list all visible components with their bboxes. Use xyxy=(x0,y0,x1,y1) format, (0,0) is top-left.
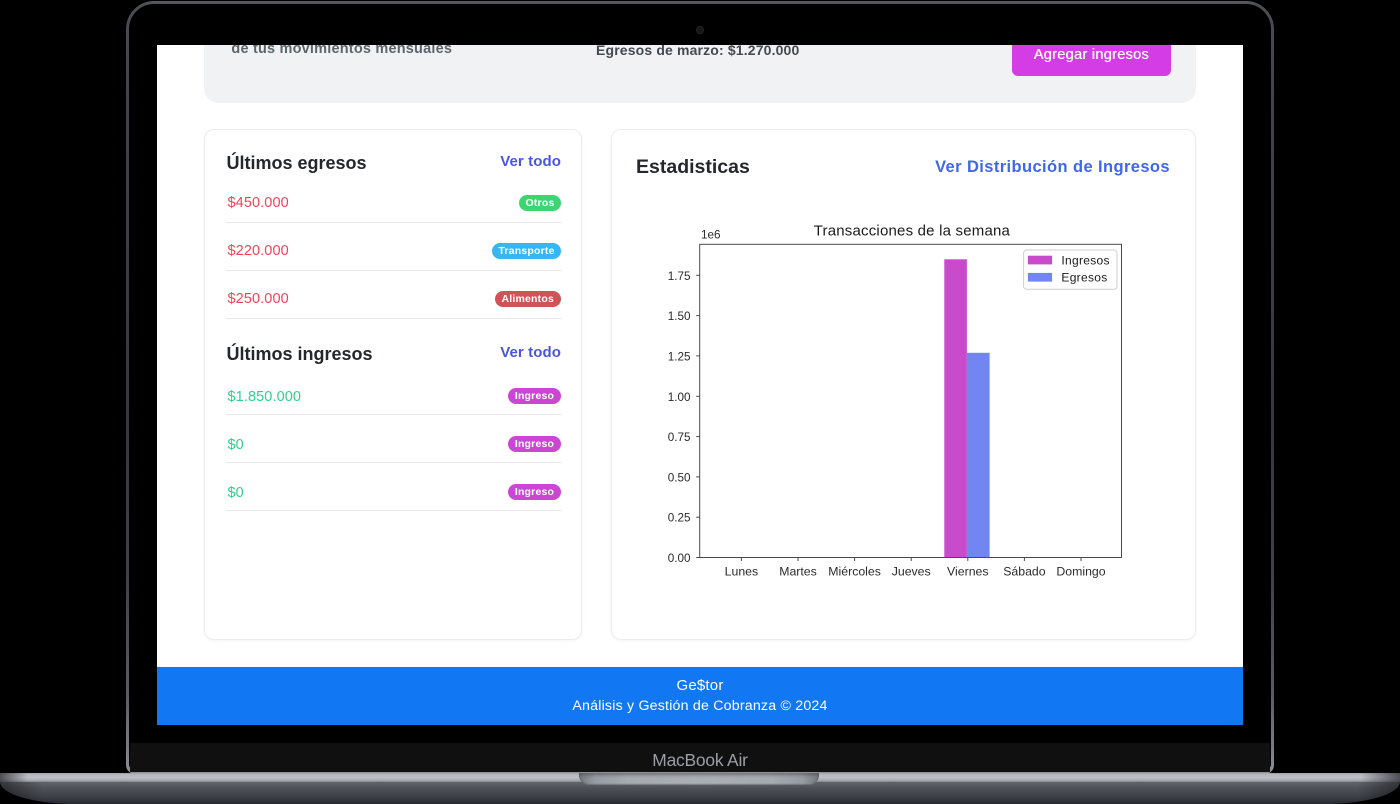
svg-text:Jueves: Jueves xyxy=(892,564,931,578)
svg-text:0.00: 0.00 xyxy=(668,552,691,565)
svg-text:1.75: 1.75 xyxy=(668,270,691,283)
svg-text:0.75: 0.75 xyxy=(668,431,691,444)
svg-text:Sábado: Sábado xyxy=(1003,564,1046,578)
svg-text:0.50: 0.50 xyxy=(668,471,691,484)
svg-text:Domingo: Domingo xyxy=(1056,564,1105,578)
svg-text:Egresos: Egresos xyxy=(1061,271,1107,285)
svg-text:0.25: 0.25 xyxy=(668,512,691,525)
svg-text:1.50: 1.50 xyxy=(668,310,691,323)
svg-text:Lunes: Lunes xyxy=(725,564,759,578)
svg-text:Transacciones de la semana: Transacciones de la semana xyxy=(814,223,1011,240)
svg-text:Viernes: Viernes xyxy=(947,564,988,578)
svg-text:1.25: 1.25 xyxy=(668,350,691,363)
svg-text:Martes: Martes xyxy=(779,564,817,578)
svg-text:1.00: 1.00 xyxy=(668,391,691,404)
svg-text:Miércoles: Miércoles xyxy=(828,564,881,578)
svg-text:1e6: 1e6 xyxy=(701,229,721,242)
svg-text:Ingresos: Ingresos xyxy=(1061,254,1109,268)
